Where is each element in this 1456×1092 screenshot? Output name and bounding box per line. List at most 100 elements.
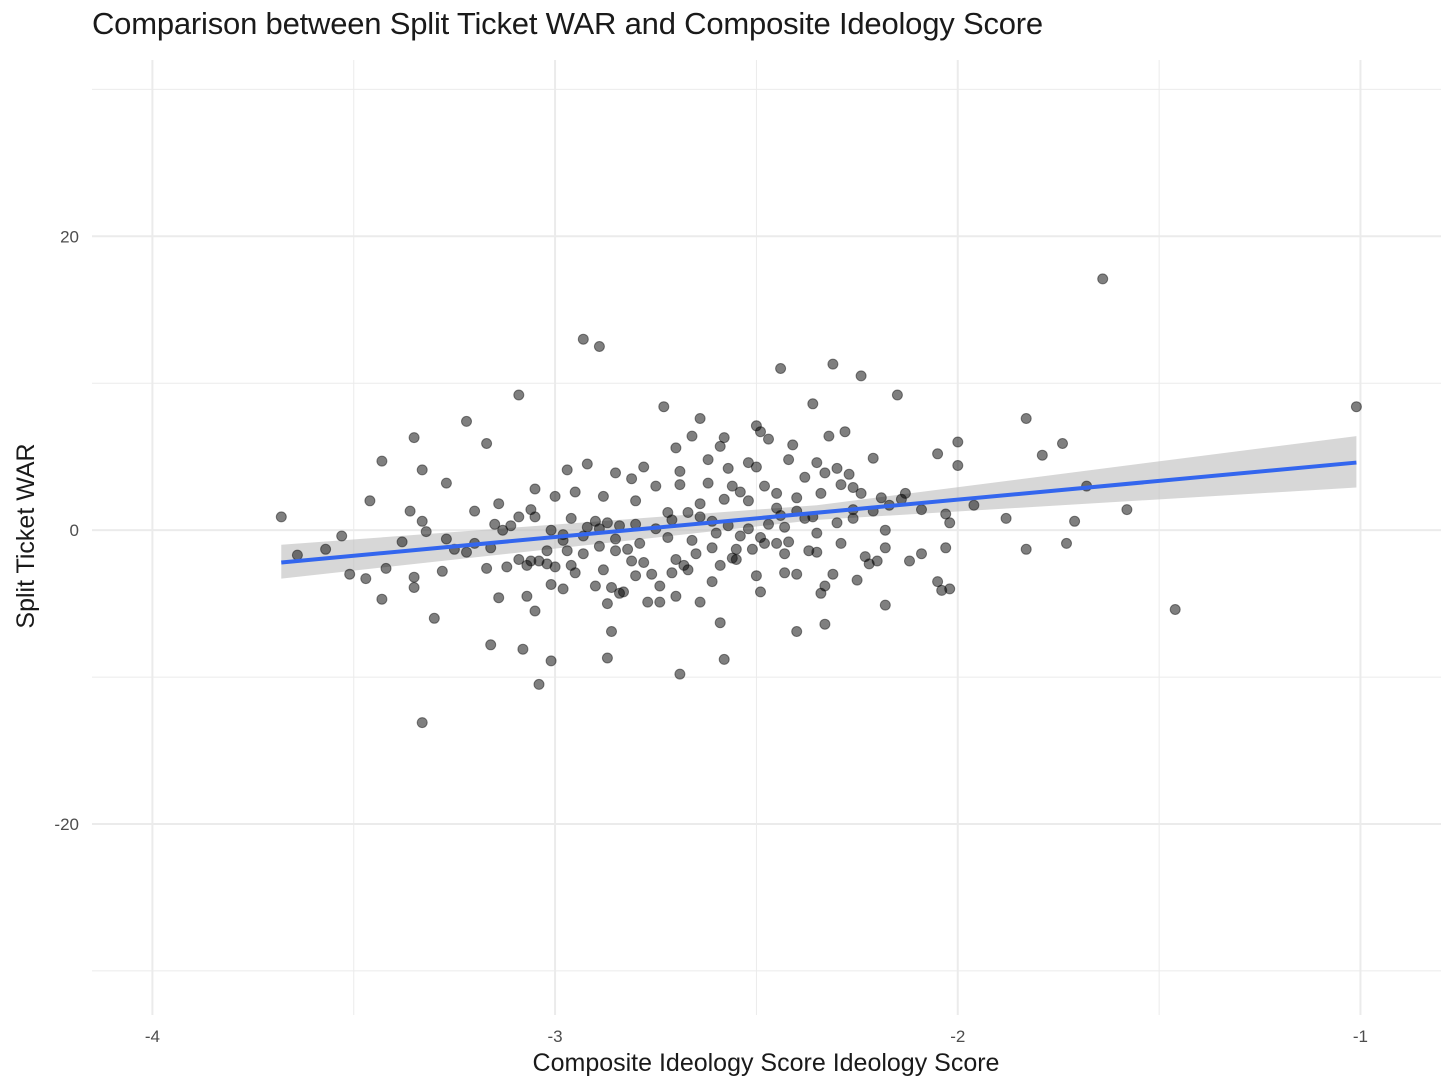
data-point bbox=[622, 543, 634, 555]
data-point bbox=[589, 515, 601, 527]
data-point bbox=[408, 432, 420, 444]
data-point bbox=[674, 479, 686, 491]
data-point bbox=[1097, 273, 1109, 285]
data-point bbox=[916, 548, 927, 560]
x-axis-title: Composite Ideology Score Ideology Score bbox=[533, 1049, 1000, 1077]
data-point bbox=[336, 530, 348, 542]
data-point bbox=[1121, 504, 1133, 516]
data-point bbox=[807, 398, 819, 410]
data-point bbox=[843, 468, 855, 480]
data-point bbox=[630, 495, 642, 507]
data-point bbox=[714, 440, 726, 452]
data-point bbox=[493, 592, 505, 604]
data-point bbox=[561, 464, 573, 476]
data-point bbox=[831, 462, 843, 474]
data-point bbox=[944, 517, 956, 529]
data-point bbox=[706, 542, 718, 554]
data-point bbox=[670, 442, 682, 454]
data-point bbox=[565, 559, 577, 571]
data-point bbox=[1057, 438, 1068, 449]
data-point bbox=[879, 599, 891, 611]
data-point bbox=[763, 518, 774, 530]
data-point bbox=[606, 582, 617, 593]
data-point bbox=[561, 545, 573, 557]
data-point bbox=[734, 530, 746, 542]
data-point bbox=[638, 461, 650, 473]
data-point bbox=[742, 495, 754, 507]
data-point bbox=[497, 524, 509, 536]
y-axis-ticks: 20 0 -20 bbox=[54, 227, 79, 834]
data-point bbox=[469, 505, 481, 517]
data-point bbox=[1061, 537, 1072, 549]
data-point bbox=[750, 570, 762, 582]
data-point bbox=[791, 626, 803, 637]
data-point bbox=[593, 341, 605, 352]
data-point bbox=[932, 448, 944, 460]
data-point bbox=[940, 542, 952, 554]
chart-title: Comparison between Split Ticket WAR and … bbox=[92, 6, 1043, 41]
data-point bbox=[666, 567, 678, 579]
data-point bbox=[533, 678, 545, 690]
data-point bbox=[779, 567, 791, 579]
data-point bbox=[831, 517, 843, 529]
data-point bbox=[597, 490, 609, 502]
data-point bbox=[485, 639, 497, 651]
x-tick-label: -4 bbox=[145, 1027, 160, 1046]
y-tick-label: 20 bbox=[60, 227, 79, 246]
data-point bbox=[694, 413, 706, 424]
data-point bbox=[839, 426, 851, 438]
data-point bbox=[601, 517, 613, 529]
data-point bbox=[364, 495, 376, 507]
data-point bbox=[811, 457, 823, 469]
data-point bbox=[541, 545, 553, 557]
data-point bbox=[549, 490, 561, 502]
data-point bbox=[742, 457, 754, 469]
data-point bbox=[779, 548, 791, 560]
trend-line-layer bbox=[281, 460, 1357, 565]
data-point bbox=[642, 596, 654, 608]
data-point bbox=[408, 571, 420, 583]
major-gridlines bbox=[92, 60, 1441, 1015]
data-point bbox=[513, 511, 525, 523]
data-point bbox=[626, 473, 638, 485]
data-point bbox=[819, 467, 831, 479]
data-point bbox=[525, 504, 537, 516]
data-point bbox=[730, 543, 742, 555]
data-point bbox=[597, 564, 609, 576]
data-point bbox=[610, 467, 621, 479]
data-point bbox=[763, 433, 774, 445]
data-point bbox=[1000, 512, 1012, 524]
data-point bbox=[461, 546, 472, 558]
data-point bbox=[577, 548, 589, 560]
data-point bbox=[694, 596, 706, 608]
data-point bbox=[694, 498, 706, 510]
data-point bbox=[694, 511, 706, 523]
data-point bbox=[606, 626, 617, 637]
trend-line bbox=[281, 460, 1357, 565]
data-point bbox=[791, 492, 803, 504]
data-point bbox=[859, 551, 871, 563]
data-point bbox=[610, 545, 621, 557]
data-point bbox=[722, 462, 734, 474]
data-point bbox=[879, 542, 891, 554]
data-point bbox=[521, 590, 533, 602]
x-tick-label: -3 bbox=[548, 1027, 563, 1046]
data-point bbox=[376, 455, 388, 467]
data-point bbox=[783, 536, 795, 548]
data-point bbox=[968, 499, 980, 511]
data-point bbox=[275, 511, 287, 523]
data-point bbox=[440, 477, 452, 489]
data-point bbox=[702, 477, 714, 489]
data-point bbox=[718, 432, 730, 444]
data-point bbox=[601, 652, 613, 664]
data-point bbox=[936, 584, 948, 596]
data-point bbox=[577, 333, 589, 345]
data-point bbox=[436, 565, 448, 577]
data-point bbox=[320, 543, 332, 555]
data-point bbox=[674, 668, 686, 680]
data-point bbox=[489, 518, 501, 530]
data-point bbox=[404, 505, 416, 517]
data-point bbox=[871, 555, 883, 567]
y-tick-label: -20 bbox=[54, 815, 79, 834]
data-point bbox=[513, 554, 525, 565]
